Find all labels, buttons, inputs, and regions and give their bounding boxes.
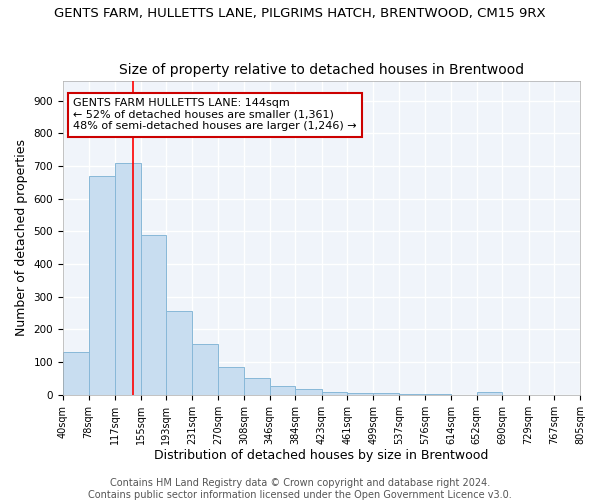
Text: GENTS FARM, HULLETTS LANE, PILGRIMS HATCH, BRENTWOOD, CM15 9RX: GENTS FARM, HULLETTS LANE, PILGRIMS HATC… (54, 8, 546, 20)
Bar (270, 386, 295, 395)
Bar (244, 378, 270, 395)
Bar (476, 392, 502, 395)
Title: Size of property relative to detached houses in Brentwood: Size of property relative to detached ho… (119, 63, 524, 77)
Text: GENTS FARM HULLETTS LANE: 144sqm
← 52% of detached houses are smaller (1,361)
48: GENTS FARM HULLETTS LANE: 144sqm ← 52% o… (73, 98, 357, 132)
Bar (115, 162, 140, 395)
Y-axis label: Number of detached properties: Number of detached properties (15, 140, 28, 336)
Bar (218, 367, 244, 395)
Bar (140, 234, 166, 395)
Bar (425, 394, 451, 395)
Text: Contains HM Land Registry data © Crown copyright and database right 2024.
Contai: Contains HM Land Registry data © Crown c… (88, 478, 512, 500)
Bar (347, 392, 373, 395)
Bar (322, 392, 347, 395)
X-axis label: Distribution of detached houses by size in Brentwood: Distribution of detached houses by size … (154, 450, 488, 462)
Bar (399, 394, 425, 395)
Bar (192, 344, 218, 395)
Bar (295, 389, 322, 395)
Bar (373, 393, 399, 395)
Bar (63, 352, 89, 395)
Bar (166, 312, 192, 395)
Bar (89, 176, 115, 395)
